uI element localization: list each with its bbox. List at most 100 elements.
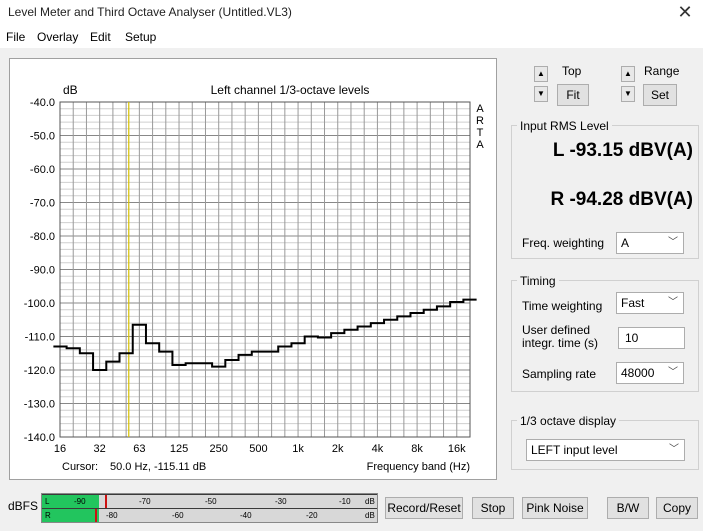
- top-label: Top: [562, 64, 582, 78]
- side-label-letter: A: [476, 139, 484, 151]
- rms-group-title: Input RMS Level: [517, 119, 612, 133]
- chevron-down-icon: ﹀: [668, 297, 678, 308]
- timing-group: [511, 280, 699, 392]
- x-tick-label: 8k: [411, 443, 423, 455]
- meter-left-peak: [105, 495, 107, 508]
- chevron-down-icon: ﹀: [668, 237, 678, 248]
- window-title: Level Meter and Third Octave Analyser (U…: [8, 5, 292, 19]
- time-weighting-value: Fast: [621, 296, 645, 310]
- title-bar: Level Meter and Third Octave Analyser (U…: [0, 0, 703, 26]
- y-tick-label: -60.0: [30, 164, 55, 176]
- menu-file[interactable]: File: [6, 30, 26, 44]
- octave-chart[interactable]: -40.0 -50.0 -60.0 -70.0 -80.0 -90.0 -100.0 -110…: [10, 59, 496, 479]
- meter-row-left: L -90 -70 -50 -30 -10 dB: [42, 495, 377, 508]
- stop-button[interactable]: Stop: [472, 497, 514, 519]
- user-time-input[interactable]: 10: [618, 327, 685, 349]
- timing-group-title: Timing: [517, 274, 559, 288]
- freq-weighting-value: A: [621, 236, 630, 250]
- freq-weighting-select[interactable]: A ﹀: [616, 232, 684, 254]
- dbfs-label: dBFS: [8, 499, 39, 513]
- set-button[interactable]: Set: [643, 84, 677, 106]
- range-down-button[interactable]: ▼: [621, 86, 635, 102]
- top-down-button[interactable]: ▼: [534, 86, 548, 102]
- x-tick-label: 4k: [372, 443, 384, 455]
- meter-left-tick: -10: [339, 497, 351, 506]
- menu-overlay[interactable]: Overlay: [37, 30, 79, 44]
- x-tick-label: 500: [249, 443, 267, 455]
- meter-left-channel: L: [45, 497, 50, 506]
- side-label-letter: R: [476, 115, 484, 127]
- fit-button[interactable]: Fit: [557, 84, 589, 106]
- meter-left-tick: -50: [205, 497, 217, 506]
- x-tick-label: 32: [94, 443, 106, 455]
- menu-setup[interactable]: Setup: [125, 30, 157, 44]
- meter-left-tick: dB: [365, 497, 375, 506]
- copy-button[interactable]: Copy: [656, 497, 698, 519]
- y-tick-label: -50.0: [30, 131, 55, 143]
- octave-display-select[interactable]: LEFT input level ﹀: [526, 439, 685, 461]
- meter-right-tick: -20: [306, 511, 318, 520]
- y-tick-label: -80.0: [30, 231, 55, 243]
- meter-left-tick: -30: [275, 497, 287, 506]
- y-tick-label: -70.0: [30, 198, 55, 210]
- chevron-down-icon: ﹀: [668, 367, 678, 378]
- chart-panel[interactable]: -40.0 -50.0 -60.0 -70.0 -80.0 -90.0 -100.0 -110…: [9, 58, 497, 480]
- level-series-line: [53, 298, 477, 371]
- meter-right-tick: -80: [106, 511, 118, 520]
- record-reset-button[interactable]: Record/Reset: [385, 497, 463, 519]
- meter-right-peak: [95, 509, 97, 522]
- plot-frame: [59, 101, 471, 438]
- x-axis-label: Frequency band (Hz): [367, 461, 470, 473]
- y-tick-label: -110.0: [25, 332, 55, 344]
- level-meter: L -90 -70 -50 -30 -10 dB R -80 -60 -40 -…: [41, 493, 378, 523]
- y-tick-label: -90.0: [30, 265, 55, 277]
- user-time-label-2: integr. time (s): [522, 336, 599, 350]
- cursor-label: Cursor:: [62, 461, 98, 473]
- meter-row-right: R -80 -60 -40 -20 dB: [42, 509, 377, 522]
- rms-right-value: R -94.28 dBV(A): [550, 189, 693, 210]
- x-tick-label: 2k: [332, 443, 344, 455]
- rms-left-value: L -93.15 dBV(A): [552, 140, 693, 161]
- x-tick-label: 16k: [448, 443, 466, 455]
- freq-weighting-label: Freq. weighting: [522, 236, 605, 250]
- meter-right-fill: [42, 509, 99, 522]
- chart-title: Left channel 1/3-octave levels: [211, 83, 370, 97]
- meter-right-tick: dB: [365, 511, 375, 520]
- sampling-rate-select[interactable]: 48000 ﹀: [616, 362, 684, 384]
- meter-right-tick: -40: [240, 511, 252, 520]
- y-tick-label: -40.0: [30, 97, 55, 109]
- octave-display-title: 1/3 octave display: [517, 414, 620, 428]
- user-time-label-1: User defined: [522, 323, 591, 337]
- y-tick-label: -140.0: [24, 432, 55, 444]
- octave-display-value: LEFT input level: [531, 443, 618, 457]
- x-tick-label: 1k: [292, 443, 304, 455]
- time-weighting-label: Time weighting: [522, 299, 603, 313]
- cursor-readout: 50.0 Hz, -115.11 dB: [110, 461, 206, 473]
- x-tick-label: 16: [54, 443, 66, 455]
- side-label-letter: A: [476, 103, 484, 115]
- chevron-down-icon: ﹀: [669, 444, 679, 455]
- x-tick-label: 63: [133, 443, 145, 455]
- side-label-letter: T: [477, 127, 484, 139]
- y-tick-label: -100.0: [24, 298, 55, 310]
- range-up-button[interactable]: ▲: [621, 66, 635, 82]
- meter-left-fill: [42, 495, 99, 508]
- top-up-button[interactable]: ▲: [534, 66, 548, 82]
- sampling-rate-value: 48000: [621, 366, 655, 380]
- y-axis-label: dB: [63, 83, 78, 97]
- x-tick-label: 250: [210, 443, 228, 455]
- y-tick-label: -130.0: [24, 399, 55, 411]
- meter-right-tick: -60: [172, 511, 184, 520]
- sampling-rate-label: Sampling rate: [522, 367, 597, 381]
- close-icon[interactable]: ✕: [677, 2, 693, 22]
- bw-button[interactable]: B/W: [607, 497, 649, 519]
- menu-edit[interactable]: Edit: [90, 30, 111, 44]
- range-label: Range: [644, 64, 680, 78]
- meter-right-channel: R: [45, 511, 51, 520]
- x-tick-label: 125: [170, 443, 188, 455]
- meter-left-tick: -90: [74, 497, 86, 506]
- menu-bar: File Overlay Edit Setup: [0, 26, 703, 48]
- pink-noise-button[interactable]: Pink Noise: [522, 497, 588, 519]
- time-weighting-select[interactable]: Fast ﹀: [616, 292, 684, 314]
- meter-left-tick: -70: [139, 497, 151, 506]
